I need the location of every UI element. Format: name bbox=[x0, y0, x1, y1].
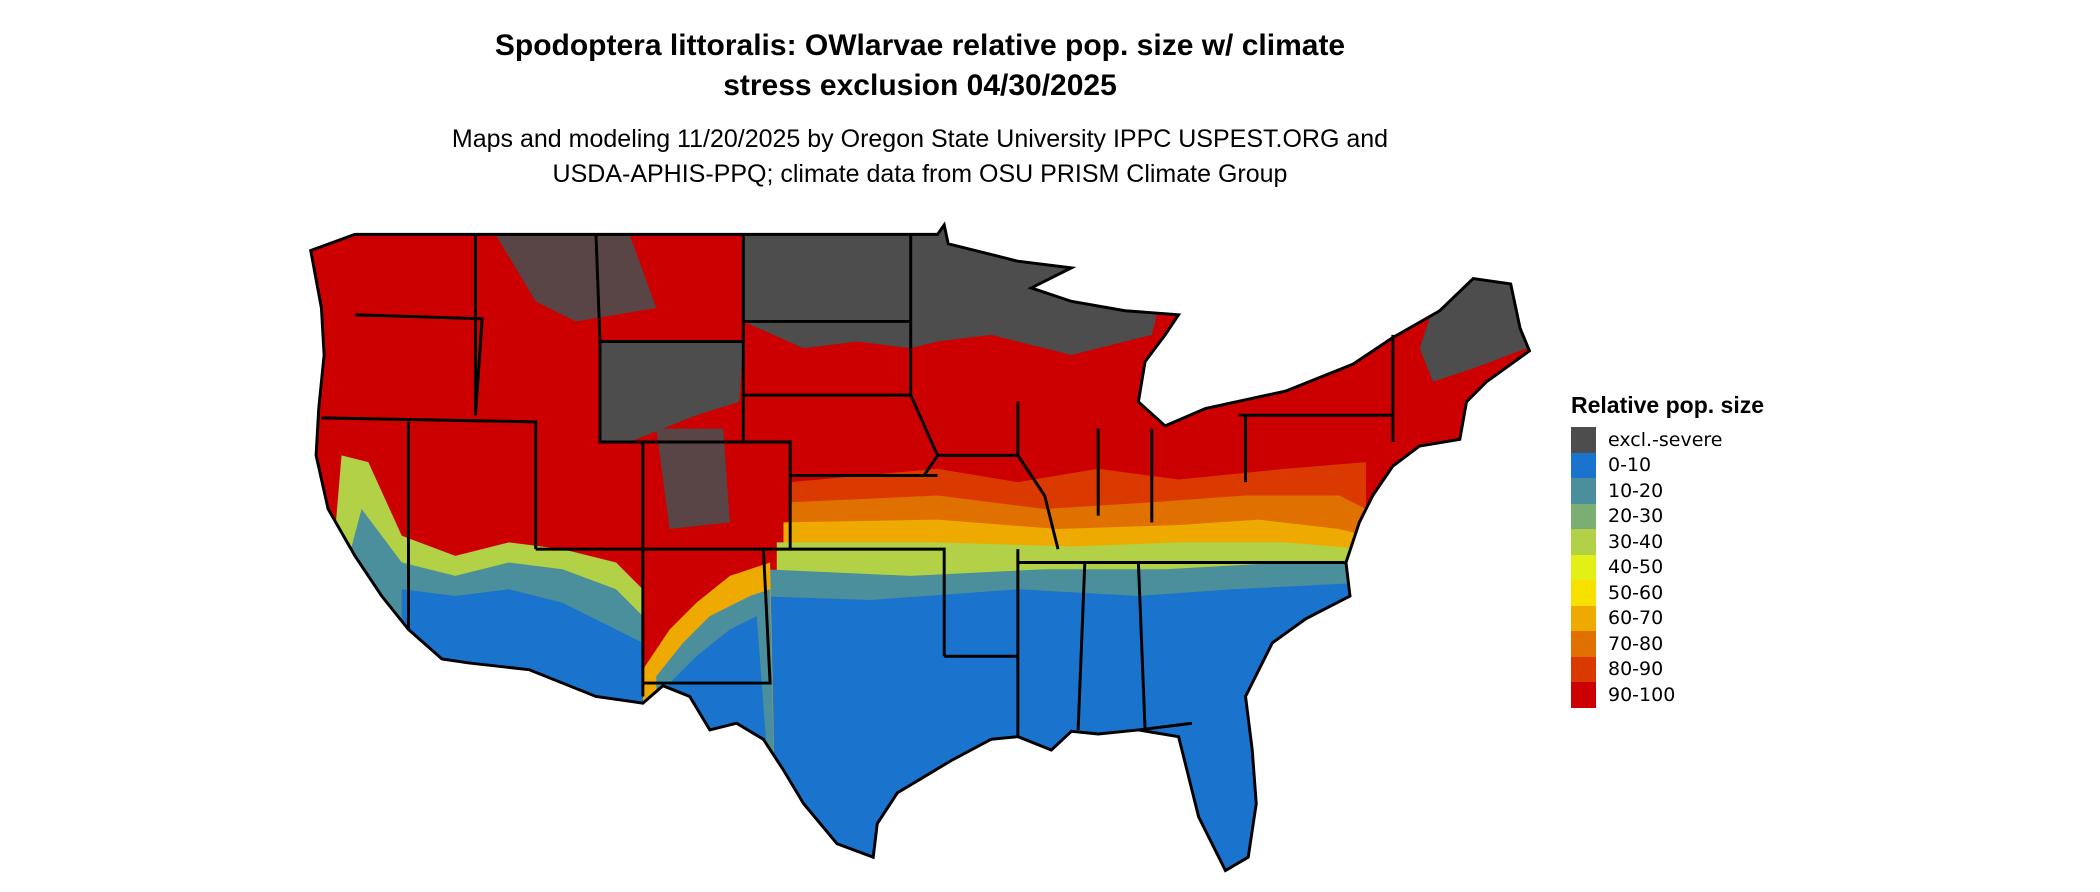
legend-label: 30-40 bbox=[1608, 530, 1664, 553]
legend-label: 40-50 bbox=[1608, 556, 1664, 579]
subtitle-line-1: Maps and modeling 11/20/2025 by Oregon S… bbox=[451, 125, 1389, 153]
legend-swatch bbox=[1571, 605, 1596, 631]
map-subtitle: Maps and modeling 11/20/2025 by Oregon S… bbox=[0, 122, 1840, 192]
legend-item: 0-10 bbox=[1571, 452, 1764, 478]
zone-excluded-maine bbox=[1419, 267, 1530, 382]
legend-label: 50-60 bbox=[1608, 581, 1664, 604]
zone-excluded-colorado bbox=[656, 428, 730, 530]
legend-swatch bbox=[1571, 478, 1596, 504]
legend-label: 90-100 bbox=[1608, 683, 1676, 706]
legend-item: 20-30 bbox=[1571, 503, 1764, 529]
legend-item: 10-20 bbox=[1571, 478, 1764, 504]
legend-item: 80-90 bbox=[1571, 656, 1764, 682]
legend-label: 80-90 bbox=[1608, 658, 1664, 681]
legend-item: 90-100 bbox=[1571, 682, 1764, 708]
legend-label: excl.-severe bbox=[1608, 428, 1723, 451]
legend-swatch bbox=[1571, 529, 1596, 555]
legend-label: 60-70 bbox=[1608, 607, 1664, 630]
zone-0-10 bbox=[750, 582, 1367, 871]
legend-swatch bbox=[1571, 427, 1596, 453]
state-borders bbox=[309, 223, 1531, 873]
title-line-2: stress exclusion 04/30/2025 bbox=[723, 69, 1117, 102]
legend-item: 70-80 bbox=[1571, 631, 1764, 657]
suitability-raster bbox=[310, 225, 1530, 871]
legend-label: 70-80 bbox=[1608, 632, 1664, 655]
map-title: Spodoptera littoralis: OWlarvae relative… bbox=[0, 26, 1840, 106]
legend-title: Relative pop. size bbox=[1571, 392, 1765, 418]
legend-label: 10-20 bbox=[1608, 479, 1664, 502]
legend-item: 30-40 bbox=[1571, 529, 1764, 555]
legend-swatch bbox=[1571, 580, 1596, 606]
legend-label: 0-10 bbox=[1608, 454, 1652, 477]
legend-swatch bbox=[1571, 503, 1596, 529]
legend-swatch bbox=[1571, 554, 1596, 580]
legend-item: excl.-severe bbox=[1571, 427, 1764, 453]
title-line-1: Spodoptera littoralis: OWlarvae relative… bbox=[494, 29, 1346, 62]
legend-items: excl.-severe 0-10 10-20 20-30 30-40 40-50 50-6… bbox=[1571, 427, 1764, 708]
legend-swatch bbox=[1571, 452, 1596, 478]
legend-label: 20-30 bbox=[1608, 505, 1664, 528]
legend-item: 40-50 bbox=[1571, 554, 1764, 580]
subtitle-line-2: USDA-APHIS-PPQ; climate data from OSU PR… bbox=[552, 160, 1288, 188]
legend: Relative pop. size excl.-severe 0-10 10-20… bbox=[1571, 392, 1764, 708]
zone-excluded-wyoming bbox=[600, 341, 744, 442]
legend-item: 50-60 bbox=[1571, 580, 1764, 606]
legend-swatch bbox=[1571, 682, 1596, 708]
legend-swatch bbox=[1571, 656, 1596, 682]
legend-item: 60-70 bbox=[1571, 605, 1764, 631]
legend-swatch bbox=[1571, 631, 1596, 657]
zone-excluded-montana bbox=[495, 234, 657, 322]
